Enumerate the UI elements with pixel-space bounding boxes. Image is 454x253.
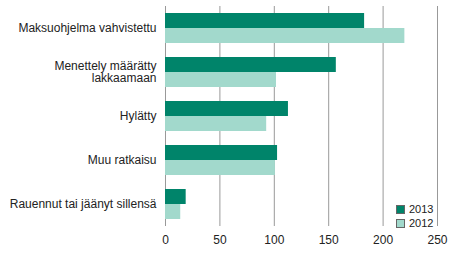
svg-text:100: 100 <box>264 233 284 247</box>
html-text:2012: 2012 <box>409 217 434 229</box>
html-text:2013: 2013 <box>409 203 434 215</box>
svg-text:150: 150 <box>319 233 339 247</box>
svg-text:50: 50 <box>213 233 227 247</box>
svg-text:0: 0 <box>162 233 169 247</box>
svg-text:Muu ratkaisu: Muu ratkaisu <box>88 153 157 167</box>
svg-text:250: 250 <box>427 233 447 247</box>
svg-text:200: 200 <box>373 233 393 247</box>
svg-text:Menettely määrättylakkaamaan: Menettely määrättylakkaamaan <box>54 59 156 85</box>
svg-text:Maksuohjelma vahvistettu: Maksuohjelma vahvistettu <box>18 21 156 35</box>
svg-text:Rauennut tai jäänyt sillensä: Rauennut tai jäänyt sillensä <box>10 197 157 211</box>
svg-text:Hylätty: Hylätty <box>120 109 157 123</box>
